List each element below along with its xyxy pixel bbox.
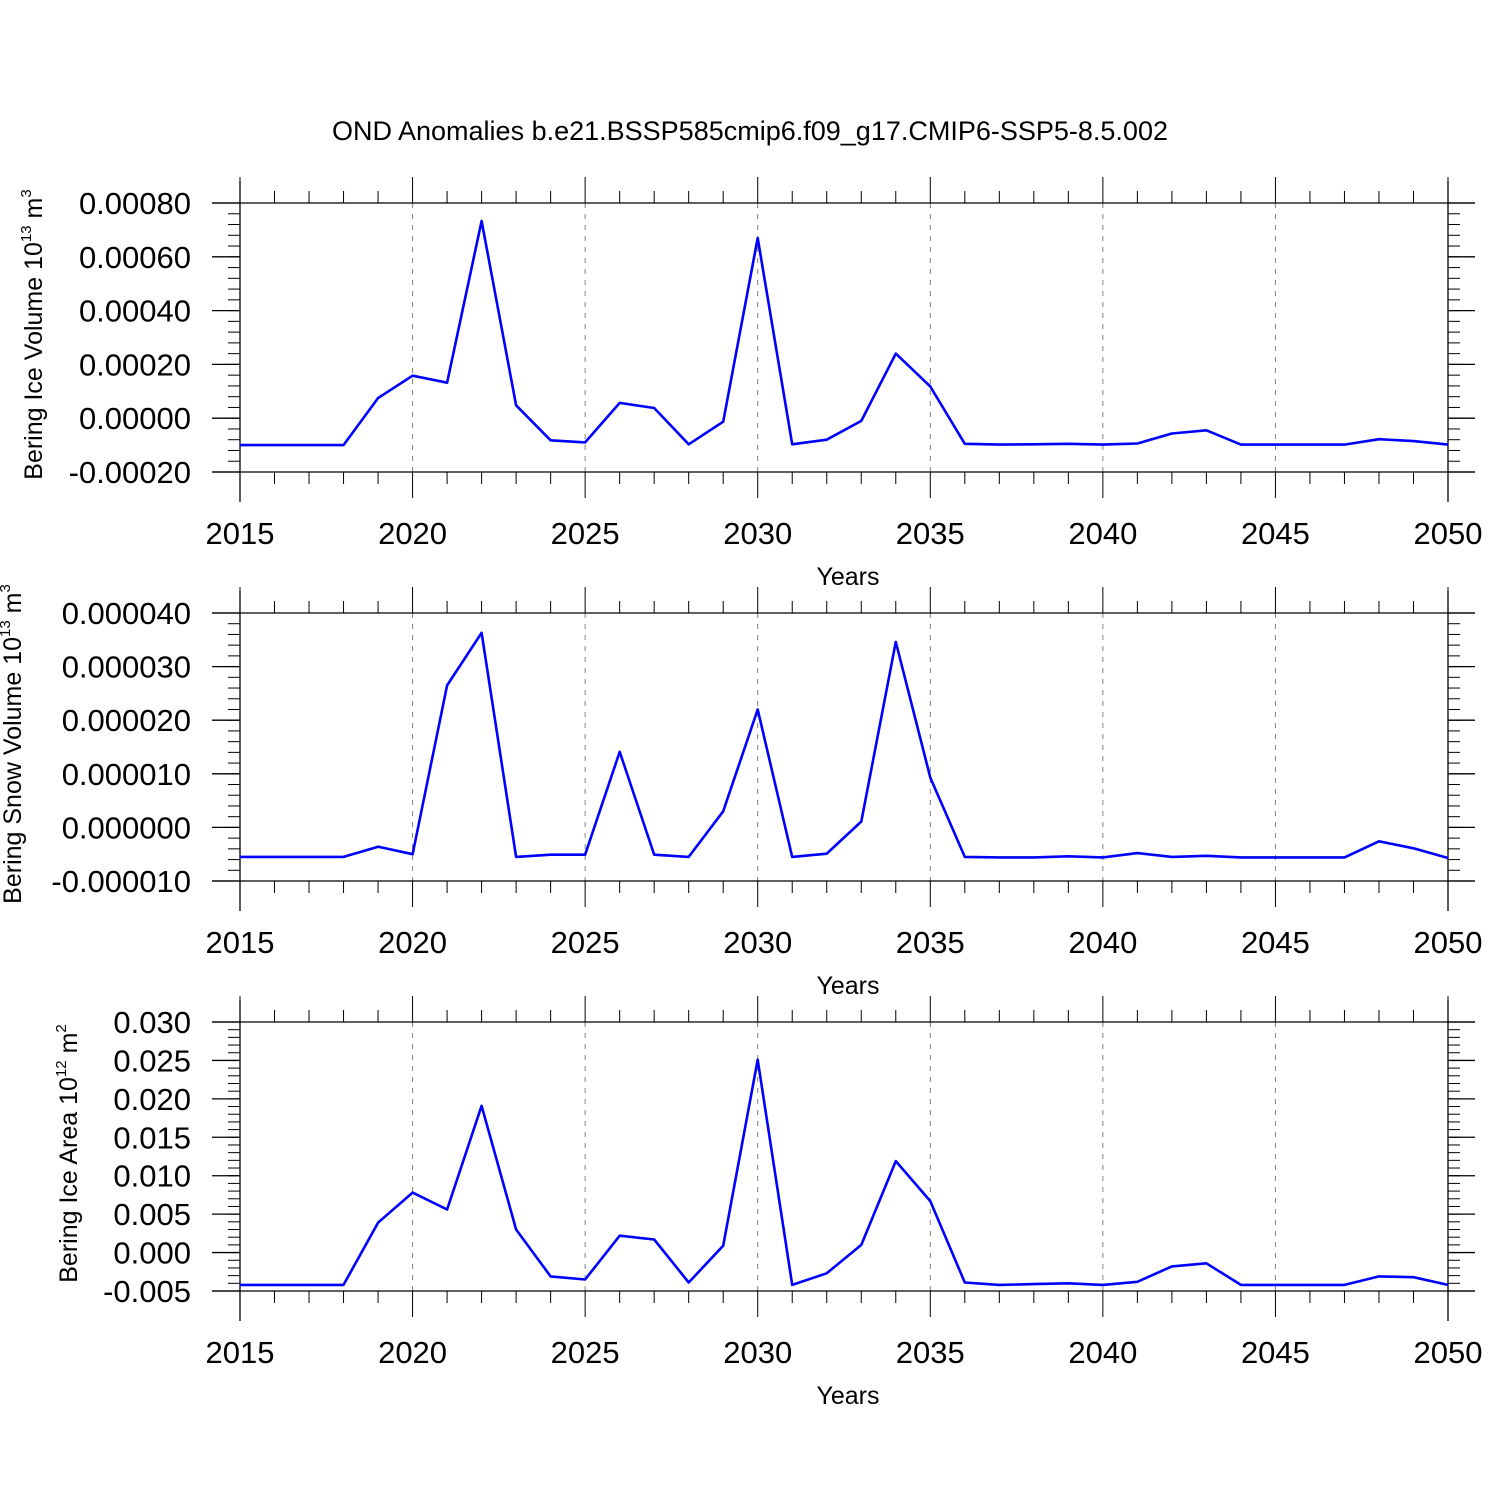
y-axis-title-unit: m xyxy=(55,1033,83,1061)
y-tick-label: 0.020 xyxy=(113,1082,191,1117)
x-tick-label: 2050 xyxy=(1414,1335,1483,1370)
y-tick-label: 0.00020 xyxy=(79,347,191,382)
x-tick-label: 2020 xyxy=(378,516,447,551)
y-tick-label: -0.005 xyxy=(103,1274,191,1309)
y-tick-label: 0.030 xyxy=(113,1005,191,1040)
figure-title: OND Anomalies b.e21.BSSP585cmip6.f09_g17… xyxy=(332,116,1168,146)
x-tick-label: 2035 xyxy=(896,516,965,551)
y-tick-label: 0.00000 xyxy=(79,401,191,436)
x-tick-label: 2030 xyxy=(723,1335,792,1370)
y-axis-title-unit-exponent: 3 xyxy=(0,584,14,592)
y-axis-title-exponent: 12 xyxy=(53,1060,70,1077)
y-axis-title-unit-exponent: 3 xyxy=(18,189,35,197)
y-tick-label: 0.00040 xyxy=(79,294,191,329)
y-axis-title-exponent: 13 xyxy=(18,225,35,242)
y-tick-label: 0.00080 xyxy=(79,186,191,221)
y-axis-title: Bering Snow Volume 1013 m3 xyxy=(0,584,27,904)
y-axis-title-text: Bering Snow Volume 10 xyxy=(0,637,27,904)
series-line xyxy=(240,631,1449,860)
y-tick-label: -0.00020 xyxy=(69,455,191,490)
y-axis-title-exponent: 13 xyxy=(0,620,14,637)
chart-panel-1: 2015 2020 2025 2030 2035 2040 2045 2050 -0.00020… xyxy=(18,177,1482,591)
chart-panel-2: 2015 2020 2025 2030 2035 2040 2045 2050 -0.00001… xyxy=(0,584,1482,1000)
x-tick-label: 2030 xyxy=(723,925,792,960)
y-tick-label: 0.00060 xyxy=(79,240,191,275)
y-tick-label: 0.005 xyxy=(113,1197,191,1232)
y-tick-label: 0.000030 xyxy=(62,650,191,685)
y-tick-label: -0.000010 xyxy=(51,864,191,899)
x-tick-label: 2025 xyxy=(551,925,620,960)
x-axis-title: Years xyxy=(816,563,879,591)
x-tick-label: 2035 xyxy=(896,1335,965,1370)
x-axis-title: Years xyxy=(816,972,879,1000)
y-axis-title-unit-exponent: 2 xyxy=(53,1024,70,1032)
x-tick-label: 2045 xyxy=(1241,516,1310,551)
y-axis-title: Bering Ice Area 1012 m2 xyxy=(53,1024,83,1283)
x-tick-label: 2015 xyxy=(206,516,275,551)
y-tick-label: 0.000000 xyxy=(62,810,191,845)
y-tick-label: 0.000 xyxy=(113,1236,191,1271)
x-tick-label: 2030 xyxy=(723,516,792,551)
x-tick-label: 2050 xyxy=(1414,516,1483,551)
y-axis-title-unit: m xyxy=(20,198,48,226)
x-tick-label: 2020 xyxy=(378,925,447,960)
x-tick-label: 2020 xyxy=(378,1335,447,1370)
x-tick-label: 2015 xyxy=(206,925,275,960)
series-line xyxy=(240,219,1449,447)
x-tick-label: 2025 xyxy=(551,1335,620,1370)
x-tick-label: 2015 xyxy=(206,1335,275,1370)
x-tick-label: 2040 xyxy=(1068,925,1137,960)
y-axis-title-text: Bering Ice Volume 10 xyxy=(20,242,48,480)
x-tick-label: 2045 xyxy=(1241,925,1310,960)
x-axis-title: Years xyxy=(816,1382,879,1410)
y-axis-title: Bering Ice Volume 1013 m3 xyxy=(18,189,48,479)
x-tick-label: 2040 xyxy=(1068,516,1137,551)
y-tick-label: 0.010 xyxy=(113,1159,191,1194)
y-tick-label: 0.000010 xyxy=(62,757,191,792)
y-axis-title-unit: m xyxy=(0,593,27,621)
x-tick-label: 2045 xyxy=(1241,1335,1310,1370)
y-tick-label: 0.025 xyxy=(113,1043,191,1078)
x-tick-label: 2050 xyxy=(1414,925,1483,960)
y-tick-label: 0.000040 xyxy=(62,596,191,631)
y-axis-title-text: Bering Ice Area 10 xyxy=(55,1077,83,1283)
x-tick-label: 2035 xyxy=(896,925,965,960)
x-tick-label: 2040 xyxy=(1068,1335,1137,1370)
x-tick-label: 2025 xyxy=(551,516,620,551)
y-tick-label: 0.000020 xyxy=(62,703,191,738)
series-line xyxy=(240,1058,1449,1287)
chart-panel-3: 2015 2020 2025 2030 2035 2040 2045 2050-0.0050.… xyxy=(53,996,1482,1410)
y-tick-label: 0.015 xyxy=(113,1120,191,1155)
